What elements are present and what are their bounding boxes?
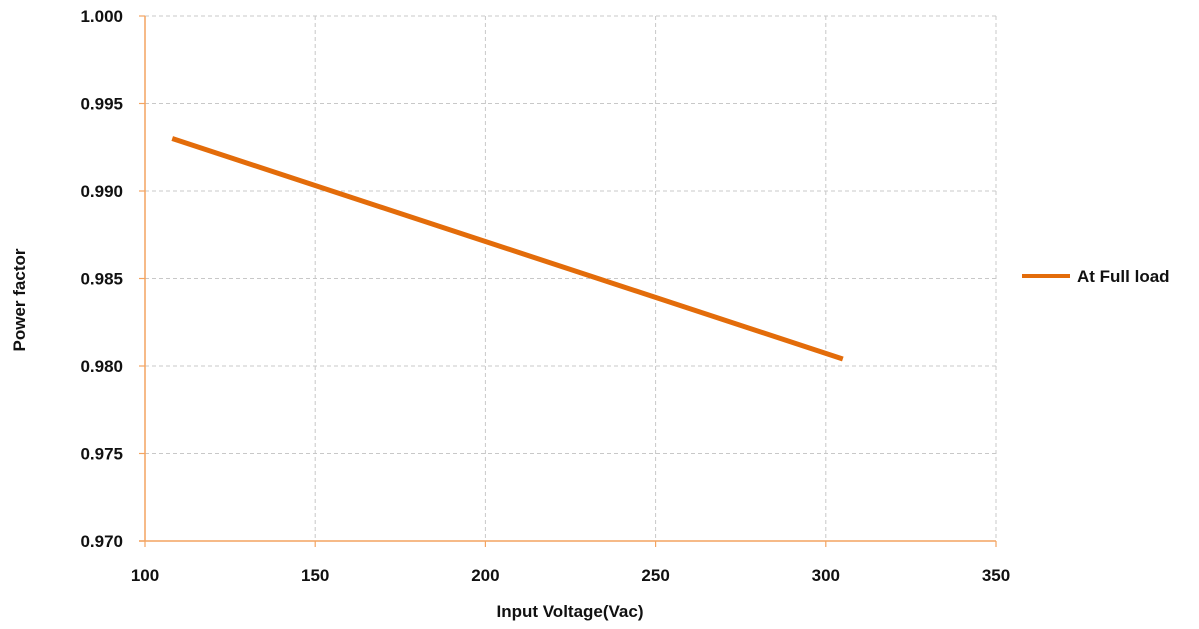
y-tick-label: 1.000 bbox=[80, 7, 123, 26]
y-tick-label: 0.985 bbox=[80, 270, 123, 289]
series-lines bbox=[171, 136, 844, 362]
y-tick-label: 0.995 bbox=[80, 95, 123, 114]
y-tick-label: 0.975 bbox=[80, 445, 123, 464]
x-tick-label: 300 bbox=[812, 566, 840, 585]
x-tick-label: 100 bbox=[131, 566, 159, 585]
tick-labels: 0.970 0.975 0.980 0.985 0.990 0.995 1.000 100 15… bbox=[80, 7, 1010, 585]
y-tick-label: 0.990 bbox=[80, 182, 123, 201]
legend-label: At Full load bbox=[1077, 267, 1170, 286]
x-tick-label: 150 bbox=[301, 566, 329, 585]
y-axis-title: Power factor bbox=[10, 248, 29, 351]
axes bbox=[139, 15, 997, 547]
grid-lines bbox=[145, 15, 997, 541]
x-tick-label: 350 bbox=[982, 566, 1010, 585]
y-tick-label: 0.970 bbox=[80, 532, 123, 551]
series-line bbox=[171, 136, 844, 362]
x-tick-label: 200 bbox=[471, 566, 499, 585]
x-tick-label: 250 bbox=[641, 566, 669, 585]
legend: At Full load bbox=[1022, 267, 1170, 286]
x-axis-title: Input Voltage(Vac) bbox=[496, 602, 643, 621]
y-tick-label: 0.980 bbox=[80, 357, 123, 376]
